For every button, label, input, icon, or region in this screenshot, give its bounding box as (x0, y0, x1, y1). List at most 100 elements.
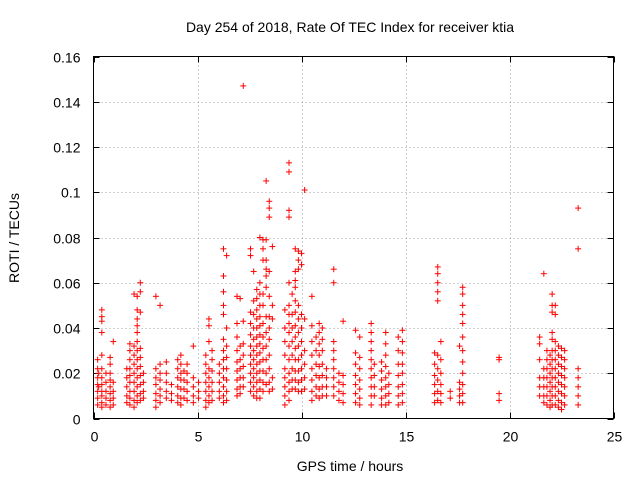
data-point (157, 361, 164, 368)
data-point (558, 363, 565, 370)
data-point (434, 397, 441, 404)
data-point (152, 390, 159, 397)
data-point (555, 370, 562, 377)
y-tick-label: 0.06 (53, 276, 80, 292)
data-point (234, 358, 241, 365)
data-point (107, 383, 114, 390)
data-point (330, 266, 337, 273)
data-point (308, 293, 315, 300)
data-point (240, 318, 247, 325)
data-point (459, 347, 466, 354)
data-point (292, 377, 299, 384)
data-point (123, 392, 130, 399)
data-point (561, 356, 568, 363)
data-point (237, 390, 244, 397)
data-point (313, 383, 320, 390)
data-point (399, 349, 406, 356)
data-point (368, 401, 375, 408)
data-point (330, 365, 337, 372)
data-point (107, 397, 114, 404)
data-point (253, 370, 260, 377)
data-point (399, 390, 406, 397)
data-point (137, 372, 144, 379)
data-point (298, 352, 305, 359)
data-point (240, 340, 247, 347)
data-point (220, 383, 227, 390)
data-point (540, 270, 547, 277)
data-point (95, 370, 102, 377)
data-point (220, 311, 227, 318)
data-point (131, 343, 138, 350)
data-point (286, 302, 293, 309)
data-point (126, 356, 133, 363)
data-point (137, 363, 144, 370)
data-point (292, 245, 299, 252)
data-point (260, 345, 267, 352)
data-point (250, 383, 257, 390)
data-point (247, 370, 254, 377)
tick-labels: 0 5 10 15 20 25 0 0.02 0.04 0.06 0.08 0.1 0.12 0.14 0.… (53, 50, 622, 445)
data-point (298, 250, 305, 257)
data-point (247, 320, 254, 327)
data-point (216, 379, 223, 386)
data-point (549, 309, 556, 316)
data-point (371, 372, 378, 379)
data-point (131, 388, 138, 395)
data-point (98, 365, 105, 372)
data-point (134, 399, 141, 406)
data-point (549, 329, 556, 336)
data-point (434, 288, 441, 295)
data-point (434, 352, 441, 359)
data-point (110, 395, 117, 402)
data-point (134, 365, 141, 372)
data-point (131, 361, 138, 368)
data-point (237, 295, 244, 302)
data-point (340, 390, 347, 397)
x-tick-label: 20 (503, 429, 519, 445)
data-point (134, 347, 141, 354)
data-point (209, 356, 216, 363)
data-point (220, 392, 227, 399)
data-point (126, 395, 133, 402)
data-point (263, 257, 270, 264)
data-point (263, 272, 270, 279)
data-point (216, 370, 223, 377)
data-point (240, 383, 247, 390)
data-point (555, 379, 562, 386)
data-point (174, 365, 181, 372)
data-point (434, 270, 441, 277)
data-point (98, 318, 105, 325)
data-point (260, 245, 267, 252)
data-point (395, 334, 402, 341)
data-point (202, 379, 209, 386)
data-point (319, 372, 326, 379)
data-point (319, 361, 326, 368)
x-tick-label: 10 (295, 429, 311, 445)
data-point (247, 343, 254, 350)
data-point (216, 388, 223, 395)
data-point (134, 329, 141, 336)
data-point (292, 309, 299, 316)
data-point (234, 377, 241, 384)
data-point (378, 377, 385, 384)
data-point (368, 338, 375, 345)
data-point (180, 377, 187, 384)
data-point (496, 356, 503, 363)
data-point (107, 377, 114, 384)
data-point (286, 329, 293, 336)
data-point (382, 383, 389, 390)
data-point (281, 383, 288, 390)
data-point (157, 370, 164, 377)
data-point (298, 377, 305, 384)
data-point (437, 338, 444, 345)
data-point (456, 343, 463, 350)
data-point (456, 379, 463, 386)
data-point (575, 245, 582, 252)
data-point (330, 374, 337, 381)
data-point (434, 365, 441, 372)
data-point (395, 347, 402, 354)
data-point (356, 386, 363, 393)
data-point (98, 352, 105, 359)
data-point (260, 367, 267, 374)
data-point (269, 302, 276, 309)
